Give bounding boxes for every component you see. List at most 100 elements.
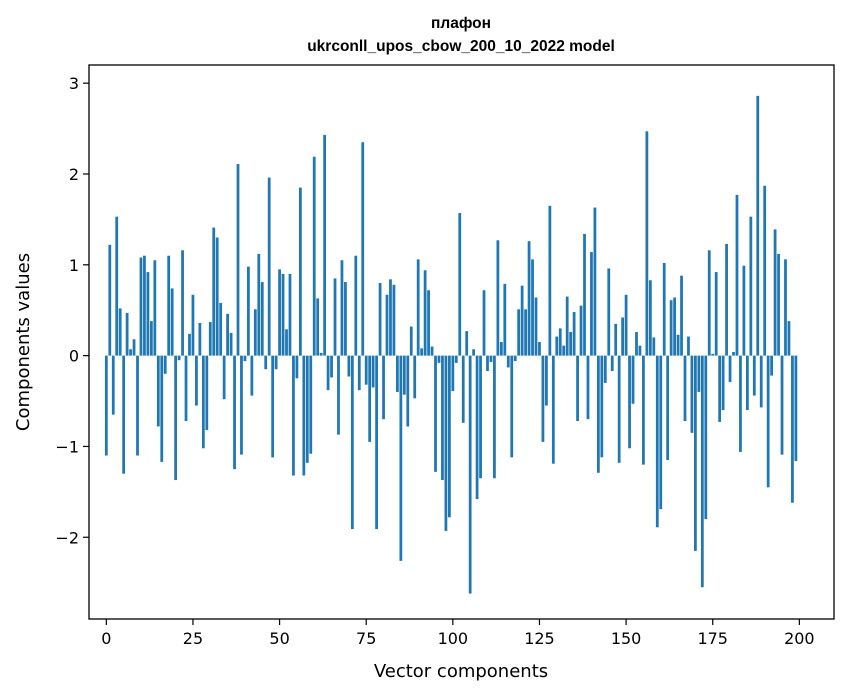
y-axis-label: Components values (13, 253, 34, 431)
bar (534, 297, 538, 356)
bar (447, 355, 451, 518)
bar (496, 240, 500, 356)
bar (326, 355, 330, 391)
bar (763, 185, 767, 356)
bar (669, 300, 673, 356)
bar (368, 355, 372, 442)
bar (392, 284, 396, 356)
bar (579, 305, 583, 356)
bar (520, 285, 524, 356)
bar (773, 229, 777, 356)
bar (648, 280, 652, 356)
bar (153, 260, 157, 356)
bar (614, 323, 618, 356)
bar (437, 355, 441, 363)
bar (389, 279, 392, 356)
bar (337, 355, 340, 435)
bar (143, 255, 146, 356)
bar (413, 355, 417, 399)
bar (683, 355, 687, 422)
bar (465, 331, 469, 356)
bar (728, 355, 732, 382)
bar (603, 355, 607, 383)
bar (174, 355, 178, 481)
bar (233, 355, 236, 470)
bar (562, 345, 566, 356)
bar (555, 336, 559, 356)
bar (285, 329, 288, 356)
bar (711, 353, 715, 356)
bar (170, 288, 174, 356)
bar (642, 355, 645, 465)
bar (302, 355, 306, 476)
bar (766, 355, 770, 488)
bar (600, 355, 604, 458)
bar (468, 355, 472, 594)
x-tick-label: 150 (611, 629, 642, 648)
bar (590, 252, 593, 356)
bar (680, 275, 683, 356)
bar (752, 355, 756, 396)
bar (295, 355, 299, 379)
y-tick-label: 2 (69, 165, 79, 184)
bar (583, 233, 586, 356)
bar (340, 260, 344, 356)
bar (195, 355, 198, 406)
bar (288, 273, 292, 356)
bar (472, 349, 476, 356)
bar (638, 345, 642, 356)
bar (125, 312, 129, 356)
bar (399, 355, 403, 561)
bar (586, 355, 590, 420)
bar (482, 290, 486, 356)
x-tick-label: 200 (784, 629, 815, 648)
bar (493, 355, 496, 479)
bar (645, 131, 649, 356)
bar (240, 355, 243, 455)
x-tick-label: 25 (183, 629, 203, 648)
bar (624, 294, 628, 356)
bar (513, 355, 517, 362)
bar (596, 355, 600, 473)
bar (271, 355, 275, 458)
bar (278, 269, 281, 356)
bar (201, 355, 205, 449)
bar (475, 355, 479, 500)
bar (420, 348, 424, 356)
bar (347, 355, 351, 377)
bar (160, 355, 164, 462)
bar (409, 326, 413, 356)
bar (777, 253, 780, 356)
bar (118, 308, 122, 356)
bar (635, 332, 638, 356)
bar (375, 355, 378, 530)
bar (479, 355, 482, 479)
bar (104, 355, 108, 456)
bar (725, 243, 728, 356)
bar (690, 355, 694, 433)
bar (247, 266, 250, 356)
bar (461, 355, 465, 423)
bar (111, 355, 115, 415)
bar (434, 355, 437, 472)
bar (721, 355, 725, 411)
bar (545, 355, 548, 406)
bar (357, 355, 361, 391)
bar (749, 216, 753, 356)
y-tick-label: −2 (55, 528, 79, 547)
bar (129, 349, 132, 356)
x-tick-label: 50 (269, 629, 289, 648)
bar (652, 337, 656, 356)
bar-series (104, 95, 798, 594)
bar (780, 355, 784, 455)
bar (229, 332, 233, 356)
bar (458, 213, 462, 356)
x-tick-label: 175 (697, 629, 728, 648)
bar (156, 355, 160, 427)
bar (181, 250, 184, 356)
bar (274, 355, 278, 370)
bar (406, 355, 410, 427)
bar (742, 265, 746, 356)
x-tick-label: 75 (356, 629, 376, 648)
